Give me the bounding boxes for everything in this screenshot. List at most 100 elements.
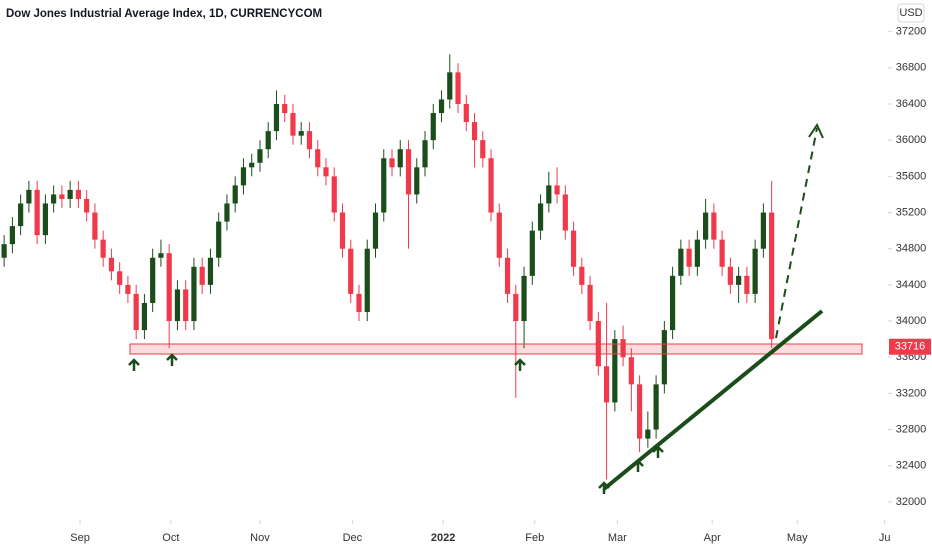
candle-body xyxy=(587,284,593,322)
candle-body xyxy=(405,149,412,195)
candle-body xyxy=(117,271,123,285)
candle-body xyxy=(744,275,750,294)
candle-body xyxy=(620,339,626,358)
candle-body xyxy=(430,113,436,141)
x-tick-label: Mar xyxy=(608,532,627,544)
candle-body xyxy=(348,248,354,294)
y-tick-label: 32800 xyxy=(896,423,927,435)
x-tick-label: Sep xyxy=(70,532,90,544)
candle-body xyxy=(521,275,527,322)
candle-body xyxy=(661,330,667,385)
candle-body xyxy=(158,253,164,258)
candle-body xyxy=(26,189,32,204)
candle-body xyxy=(422,140,428,168)
candle-body xyxy=(339,212,346,249)
candle-body xyxy=(364,248,370,312)
candle-body xyxy=(562,194,568,231)
candle-body xyxy=(199,266,205,285)
candle-body xyxy=(240,167,247,186)
candle-body xyxy=(504,257,511,294)
candle-body xyxy=(579,266,585,285)
candle-body xyxy=(537,203,544,231)
candle-body xyxy=(752,248,758,294)
candle-body xyxy=(628,357,634,385)
up-arrows xyxy=(128,353,664,494)
candle-body xyxy=(603,366,610,403)
candle-body xyxy=(769,212,775,340)
candle-body xyxy=(34,189,40,236)
candle-body xyxy=(249,162,255,168)
y-tick-label: 32000 xyxy=(896,496,927,508)
candle-body xyxy=(18,203,24,227)
candle-body xyxy=(166,253,172,322)
candle-body xyxy=(100,239,106,258)
candle-body xyxy=(232,185,238,204)
up-arrow xyxy=(632,459,644,472)
x-tick-label: Nov xyxy=(250,532,270,544)
last-price-box xyxy=(889,338,931,355)
candle-body xyxy=(438,99,445,114)
y-tick-label: 36400 xyxy=(896,98,927,110)
candle-body xyxy=(570,230,577,267)
candle-body xyxy=(736,275,742,285)
candle-body xyxy=(719,239,725,267)
candle-body xyxy=(216,221,222,258)
candle-body xyxy=(389,158,395,168)
candle-body xyxy=(290,113,296,136)
y-tick-label: 34400 xyxy=(896,279,927,291)
y-tick-label: 37200 xyxy=(896,26,927,38)
candle-body xyxy=(257,149,263,163)
plot-area xyxy=(1,54,775,480)
candle-body xyxy=(447,72,453,100)
candle-body xyxy=(207,257,214,285)
candle-body xyxy=(331,176,337,213)
candle-body xyxy=(529,230,535,276)
x-tick-label: Feb xyxy=(525,532,544,544)
candle-body xyxy=(455,72,461,104)
candle-body xyxy=(653,384,659,430)
x-tick-label: Apr xyxy=(704,532,721,544)
x-tick-label: 2022 xyxy=(431,532,455,544)
projection-arrowhead xyxy=(808,122,824,139)
candle-body xyxy=(75,189,82,199)
y-tick-label: 35200 xyxy=(896,206,927,218)
x-tick-label: Dec xyxy=(343,532,363,544)
last-price-label: 33716 xyxy=(895,341,926,353)
trend-line xyxy=(602,309,824,491)
candle-body xyxy=(636,384,643,439)
y-tick-label: 36800 xyxy=(896,62,927,74)
candle-body xyxy=(678,248,684,276)
y-tick-label: 36000 xyxy=(896,134,927,146)
currency-box xyxy=(897,3,925,23)
candle-body xyxy=(306,131,313,150)
candle-body xyxy=(108,257,115,272)
candle-body xyxy=(323,167,329,177)
candle-body xyxy=(686,248,692,267)
candle-body xyxy=(727,266,733,285)
currency-label: USD xyxy=(899,7,922,19)
axes: 3200032400328003320033600340003440034800… xyxy=(70,26,931,544)
candle-body xyxy=(298,131,304,136)
candle-body xyxy=(397,149,403,168)
candle-body xyxy=(150,257,156,303)
candle-body xyxy=(1,244,7,258)
candle-body xyxy=(224,203,230,222)
up-arrow xyxy=(652,445,664,458)
x-tick-label: May xyxy=(787,532,808,544)
candle-body xyxy=(133,293,139,331)
candle-body xyxy=(315,149,321,168)
candle-body xyxy=(92,212,98,240)
candle-body xyxy=(496,212,502,258)
annotations xyxy=(128,122,863,494)
candle-body xyxy=(67,189,73,199)
x-tick-label: Oct xyxy=(162,532,179,544)
up-arrow xyxy=(128,358,140,371)
candle-body xyxy=(645,429,651,439)
candle-body xyxy=(9,226,15,245)
candle-body xyxy=(372,212,379,249)
candle-body xyxy=(546,185,552,204)
candle-body xyxy=(480,140,486,159)
candle-body xyxy=(414,167,420,195)
